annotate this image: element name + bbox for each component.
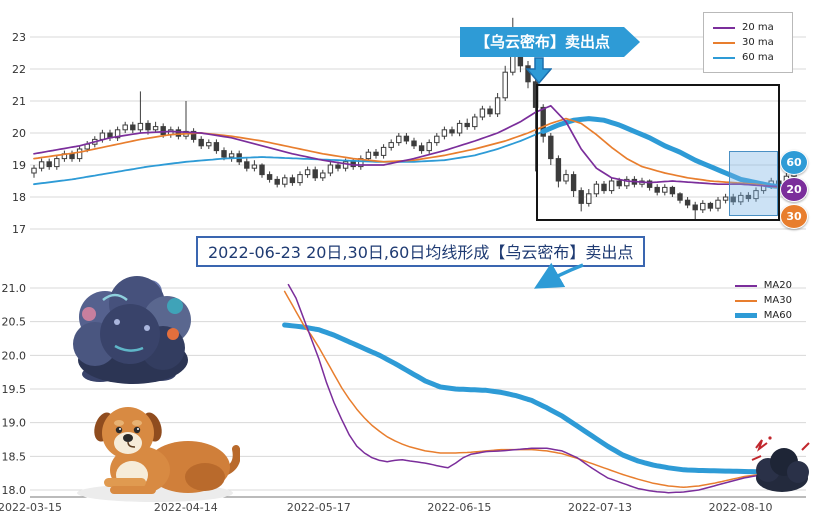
y-axis-tick-label: 23: [12, 31, 26, 44]
callout-arrow-icon: [533, 262, 584, 289]
legend-item-20ma: 20 ma: [713, 20, 783, 35]
y-axis-tick-label: 20.0: [2, 349, 27, 362]
MA60-line: [282, 322, 793, 475]
y-axis-tick-label: 19.5: [2, 383, 27, 396]
legend-label-ma30: MA30: [763, 295, 792, 306]
y-axis-tick-label: 21: [12, 95, 26, 108]
top-candlestick-chart: 23 22 21 20 19 18 17: [12, 17, 806, 236]
y-axis-tick-label: 17: [12, 223, 26, 236]
ma30-line-swatch: [734, 299, 757, 302]
highlight-fill-box: [729, 151, 778, 216]
y-axis-tick-label: 20.5: [2, 316, 27, 329]
legend-label-60ma: 60 ma: [742, 52, 774, 63]
x-axis-tick-label: 2022-04-14: [154, 501, 218, 514]
30ma-line: [33, 117, 795, 190]
legend-item-ma20: MA20: [734, 278, 792, 293]
top-chart-legend: 20 ma 30 ma 60 ma: [703, 12, 793, 73]
legend-item-ma60: MA60: [734, 308, 792, 323]
x-axis-tick-label: 2022-06-15: [427, 501, 491, 514]
y-axis-tick-label: 18.0: [2, 484, 27, 497]
y-axis-tick-label: 20: [12, 127, 26, 140]
ma60-line-swatch: [734, 313, 757, 318]
legend-item-ma30: MA30: [734, 293, 792, 308]
down-arrow-icon: [526, 57, 552, 84]
sell-signal-banner: 【乌云密布】卖出点: [460, 27, 640, 57]
dog-illustration: [77, 407, 240, 502]
x-axis-tick-label: 2022-08-10: [709, 501, 773, 514]
legend-item-60ma: 60 ma: [713, 50, 783, 65]
ma60-badge: 60: [780, 150, 808, 175]
legend-label-ma60: MA60: [763, 310, 792, 321]
ma20-line-swatch: [734, 284, 757, 287]
ma30-badge: 30: [780, 204, 808, 229]
MA20-line: [287, 283, 791, 494]
signal-callout: 2022-06-23 20日,30日,60日均线形成【乌云密布】卖出点: [196, 236, 646, 267]
MA30-line: [283, 290, 791, 489]
x-axis-tick-labels: 2022-03-15 2022-04-14 2022-05-17 2022-06-15…: [0, 501, 773, 514]
storm-cloud-illustration: [73, 276, 191, 384]
top-grid: 23 22 21 20 19 18 17: [12, 31, 806, 236]
ma60-line-swatch: [713, 56, 735, 59]
ma30-line-swatch: [713, 41, 735, 44]
highlight-outline-box: [536, 84, 780, 221]
dark-cloud-illustration: [751, 436, 810, 492]
20ma-line: [33, 104, 795, 189]
legend-item-30ma: 30 ma: [713, 35, 783, 50]
legend-label-30ma: 30 ma: [742, 37, 774, 48]
x-axis-tick-label: 2022-05-17: [287, 501, 351, 514]
y-axis-tick-label: 18.5: [2, 450, 27, 463]
legend-label-20ma: 20 ma: [742, 22, 774, 33]
bottom-chart-legend: MA20 MA30 MA60: [734, 278, 792, 323]
x-axis-tick-label: 2022-07-13: [568, 501, 632, 514]
y-axis-tick-label: 19.0: [2, 417, 27, 430]
legend-label-ma20: MA20: [763, 280, 792, 291]
y-axis-tick-label: 19: [12, 159, 26, 172]
ma20-badge: 20: [780, 177, 808, 202]
x-axis-tick-label: 2022-03-15: [0, 501, 62, 514]
y-axis-tick-label: 21.0: [2, 282, 27, 295]
60ma-thick-line: [540, 116, 797, 190]
ma20-line-swatch: [713, 26, 735, 29]
y-axis-tick-label: 18: [12, 191, 26, 204]
y-axis-tick-label: 22: [12, 63, 26, 76]
